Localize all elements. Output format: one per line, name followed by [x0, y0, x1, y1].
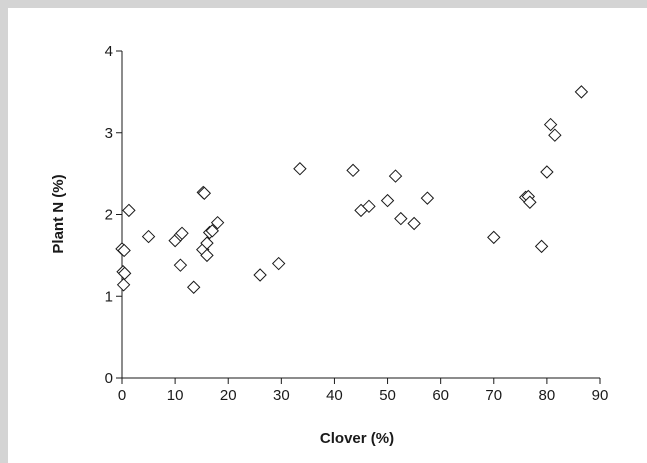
x-axis-ticks: 0 10 20 30 40 50 60 70 80 90 — [118, 378, 609, 404]
data-point-diamond — [116, 278, 131, 292]
x-tick-label: 10 — [167, 387, 184, 404]
data-point-diamond — [487, 230, 501, 245]
y-tick-label: 2 — [105, 207, 113, 224]
data-point-diamond — [173, 258, 188, 272]
data-point-diamond — [394, 211, 408, 226]
data-point-diamond — [122, 203, 136, 218]
data-point-diamond — [197, 186, 212, 200]
x-tick-label: 0 — [118, 387, 126, 404]
x-tick-label: 80 — [539, 387, 556, 404]
data-point-diamond — [210, 215, 225, 230]
y-axis-title: Plant N (%) — [50, 174, 67, 253]
data-point-diamond — [186, 280, 201, 294]
data-point-diamond — [362, 199, 376, 214]
x-tick-label: 60 — [432, 387, 449, 404]
data-point-diamond — [543, 117, 558, 132]
data-point-diamond — [346, 163, 360, 178]
data-point-diamond — [253, 268, 267, 282]
data-point-diamond — [523, 195, 537, 209]
x-tick-label: 70 — [485, 387, 502, 404]
data-point-diamond — [540, 165, 554, 179]
y-tick-label: 1 — [105, 288, 113, 305]
y-tick-label: 4 — [105, 43, 113, 60]
data-point-diamond — [548, 128, 562, 142]
data-points — [115, 85, 589, 294]
y-axis-ticks: 0 1 2 3 4 — [105, 43, 122, 387]
data-point-diamond — [205, 224, 219, 238]
data-point-diamond — [380, 193, 395, 208]
x-tick-label: 30 — [273, 387, 290, 404]
data-point-diamond — [388, 169, 403, 183]
y-tick-label: 3 — [105, 125, 113, 142]
data-point-diamond — [407, 216, 421, 231]
x-tick-label: 40 — [326, 387, 343, 404]
data-point-diamond — [534, 239, 549, 254]
data-point-diamond — [420, 191, 435, 205]
x-tick-label: 50 — [379, 387, 396, 404]
data-point-diamond — [574, 85, 589, 99]
data-point-diamond — [271, 256, 286, 271]
y-tick-label: 0 — [105, 370, 113, 387]
x-axis-title: Clover (%) — [320, 430, 394, 447]
data-point-diamond — [175, 226, 189, 241]
data-point-diamond — [293, 162, 307, 176]
data-point-diamond — [141, 229, 156, 244]
data-point-diamond — [117, 243, 131, 258]
data-point-diamond — [200, 248, 214, 263]
x-tick-label: 20 — [220, 387, 237, 404]
x-tick-label: 90 — [592, 387, 609, 404]
